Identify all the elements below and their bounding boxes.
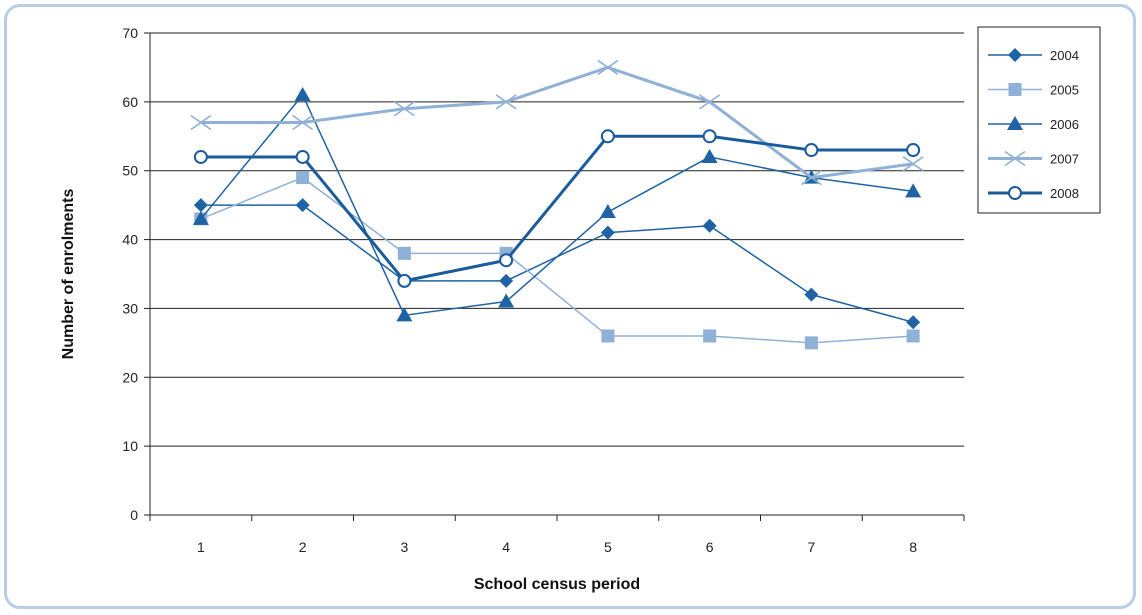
data-point-2004 <box>295 198 310 213</box>
legend-entry-2005: 2005 <box>988 83 1079 98</box>
y-tick-label: 0 <box>130 507 138 523</box>
series-line-2008 <box>200 134 914 283</box>
data-point-2006 <box>701 148 718 163</box>
x-marker-stroke <box>597 59 619 76</box>
legend-label: 2008 <box>1050 186 1079 201</box>
chart-frame <box>4 4 1136 609</box>
legend-swatch-marker <box>1008 83 1022 96</box>
y-tick-label: 50 <box>122 163 138 179</box>
data-point-2005 <box>703 329 717 343</box>
data-point-2004 <box>600 225 615 240</box>
data-point-2006 <box>905 183 922 198</box>
legend-label: 2006 <box>1050 117 1079 132</box>
series-2004 <box>193 198 921 330</box>
gridlines <box>150 32 964 447</box>
data-point-2008 <box>295 149 310 164</box>
y-tick-label: 40 <box>122 232 138 248</box>
x-tick-label: 1 <box>197 539 205 555</box>
legend-entry-2008: 2008 <box>988 186 1079 201</box>
data-point-2006 <box>498 293 515 308</box>
data-point-2007 <box>699 94 721 110</box>
legend-swatch-marker <box>1004 150 1026 167</box>
y-tick-label: 30 <box>122 300 138 316</box>
series-line-2006 <box>200 94 914 317</box>
data-point-2006 <box>192 210 209 225</box>
data-point-2008 <box>906 143 921 158</box>
series-2005 <box>194 171 920 350</box>
x-marker-stroke <box>1004 150 1026 167</box>
x-tick-label: 5 <box>604 539 612 555</box>
data-point-2005 <box>397 246 411 260</box>
x-axis-title: School census period <box>474 576 640 593</box>
y-tick-label: 70 <box>122 25 138 41</box>
x-tick-label: 4 <box>502 539 510 555</box>
legend-label: 2004 <box>1050 48 1079 63</box>
axes: 0 10 20 30 40 50 60 70 1 2 3 4 5 6 7 8 <box>122 25 965 555</box>
data-point-2007 <box>495 94 517 110</box>
data-point-2006 <box>599 204 616 219</box>
data-point-2004 <box>906 315 921 330</box>
data-point-2006 <box>396 307 413 322</box>
data-point-2005 <box>601 329 615 343</box>
x-marker-stroke <box>190 114 212 131</box>
series-2007 <box>190 59 924 186</box>
legend-entry-2006: 2006 <box>988 116 1079 132</box>
legend-label: 2007 <box>1050 152 1079 167</box>
data-point-2007 <box>292 114 314 131</box>
x-tick-label: 8 <box>909 539 917 555</box>
data-point-2008 <box>600 129 615 144</box>
series-line-2004 <box>200 204 914 323</box>
series-line-2007 <box>200 65 914 180</box>
series-2008 <box>193 129 921 288</box>
data-point-2007 <box>597 59 619 76</box>
series-layer <box>190 59 924 350</box>
data-point-2004 <box>804 287 819 302</box>
x-tick-label: 3 <box>400 539 408 555</box>
legend-swatch-marker <box>1008 48 1022 62</box>
data-point-2008 <box>397 273 412 288</box>
x-marker-stroke <box>800 169 822 186</box>
legend: 2004 2005 2006 2007 2008 <box>977 26 1101 214</box>
data-point-2008 <box>804 143 819 158</box>
x-marker-stroke <box>902 156 924 172</box>
x-tick-label: 6 <box>706 539 714 555</box>
data-point-2008 <box>193 149 208 164</box>
x-marker-stroke <box>495 94 517 110</box>
y-tick-label: 10 <box>122 438 138 454</box>
data-point-2008 <box>702 129 717 144</box>
data-point-2005 <box>296 171 310 185</box>
data-point-2008 <box>499 253 514 268</box>
data-point-2005 <box>906 329 920 343</box>
series-line-2005 <box>200 176 914 344</box>
data-point-2006 <box>294 86 311 101</box>
legend-box <box>977 26 1101 214</box>
data-point-2004 <box>193 198 208 213</box>
data-point-2004 <box>499 273 514 288</box>
data-point-2007 <box>190 114 212 131</box>
x-tick-label: 2 <box>299 539 307 555</box>
legend-label: 2005 <box>1050 83 1079 98</box>
data-point-2007 <box>393 101 415 117</box>
y-tick-label: 60 <box>122 94 138 110</box>
x-marker-stroke <box>699 94 721 110</box>
data-point-2005 <box>804 336 818 350</box>
y-axis-title: Number of enrolments <box>60 189 77 360</box>
data-point-2007 <box>800 169 822 186</box>
x-tick-label: 7 <box>807 539 815 555</box>
legend-swatch-marker <box>1008 186 1022 200</box>
y-tick-label: 20 <box>122 369 138 385</box>
x-marker-stroke <box>393 101 415 117</box>
data-point-2007 <box>902 156 924 172</box>
data-point-2004 <box>702 218 717 233</box>
legend-swatch-marker <box>1007 116 1023 130</box>
legend-entry-2007: 2007 <box>988 150 1079 167</box>
legend-entry-2004: 2004 <box>988 48 1079 63</box>
x-marker-stroke <box>292 114 314 131</box>
